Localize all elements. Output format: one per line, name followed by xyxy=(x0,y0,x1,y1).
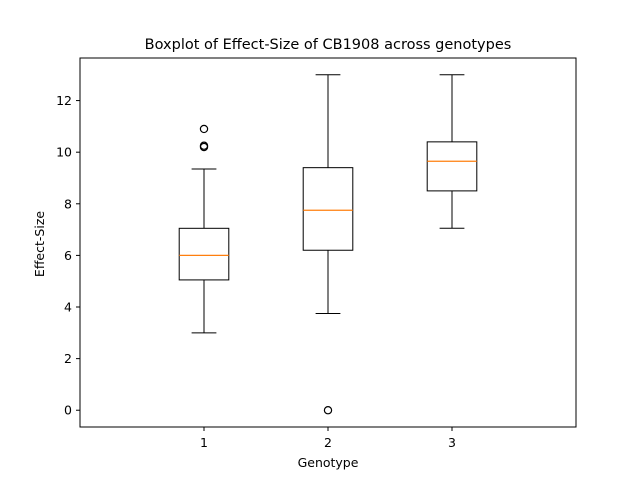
outlier-point xyxy=(199,141,209,150)
x-tick-label: 1 xyxy=(200,435,208,450)
y-axis-label: Effect-Size xyxy=(32,211,47,277)
plot-frame xyxy=(79,57,577,428)
x-tick-label: 2 xyxy=(324,435,332,450)
chart-title: Boxplot of Effect-Size of CB1908 across … xyxy=(145,37,512,53)
x-tick-label: 3 xyxy=(448,435,456,450)
y-tick-label: 6 xyxy=(64,248,72,263)
y-tick-label: 2 xyxy=(64,351,72,366)
x-axis-label: Genotype xyxy=(298,455,359,470)
box-iqr xyxy=(178,227,230,281)
outlier-point xyxy=(199,124,209,134)
outlier-point xyxy=(323,406,333,415)
y-tick-label: 12 xyxy=(56,93,72,108)
y-tick-label: 10 xyxy=(56,145,72,160)
box-iqr xyxy=(302,167,354,251)
y-tick-label: 0 xyxy=(64,403,72,418)
y-tick-label: 8 xyxy=(64,196,72,211)
y-tick-label: 4 xyxy=(64,300,72,315)
box-iqr xyxy=(426,141,478,192)
